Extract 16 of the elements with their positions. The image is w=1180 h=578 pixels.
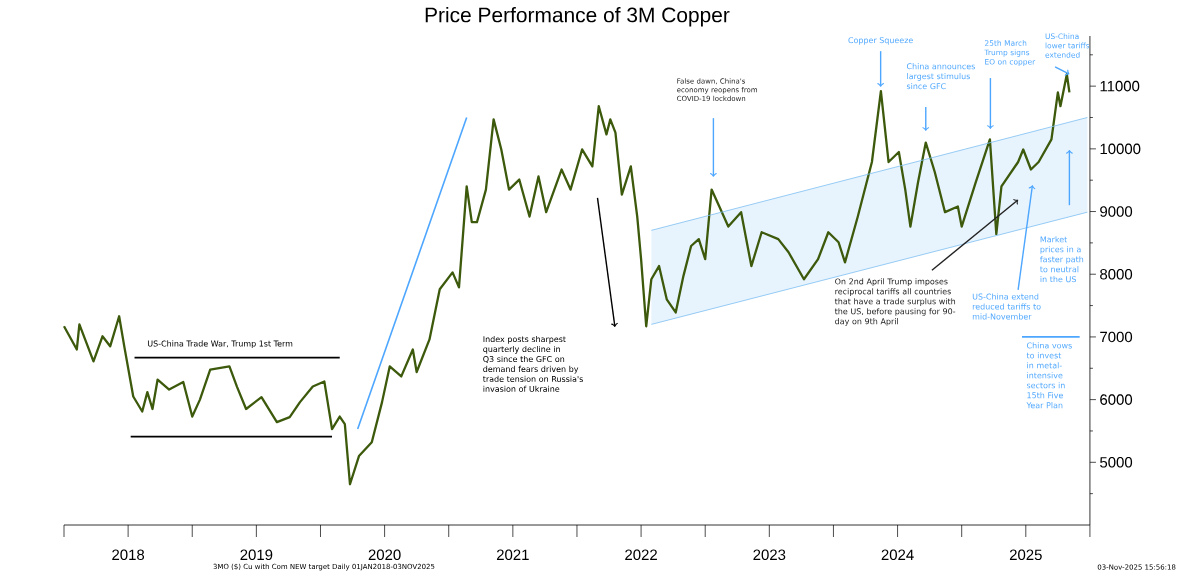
y-tick-label: 11000 [1100,80,1140,92]
y-tick-label: 10000 [1100,143,1141,155]
y-tick-label: 9000 [1100,206,1133,217]
x-tick-label: 2024 [881,549,914,561]
x-tick-label: 2025 [1009,549,1042,561]
x-tick-label: 2023 [753,549,786,561]
chart-title: Price Performance of 3M Copper [425,7,730,27]
x-tick-label: 2019 [240,549,273,561]
x-tick-label: 2018 [112,549,145,561]
x-tick-label: 2022 [625,549,657,561]
x-tick-label: 2020 [368,549,401,561]
y-tick-label: 7000 [1100,331,1133,343]
y-tick-label: 5000 [1100,457,1133,468]
y-tick-label: 6000 [1100,394,1133,405]
x-tick-label: 2021 [496,549,529,561]
y-tick-label: 8000 [1100,268,1133,280]
